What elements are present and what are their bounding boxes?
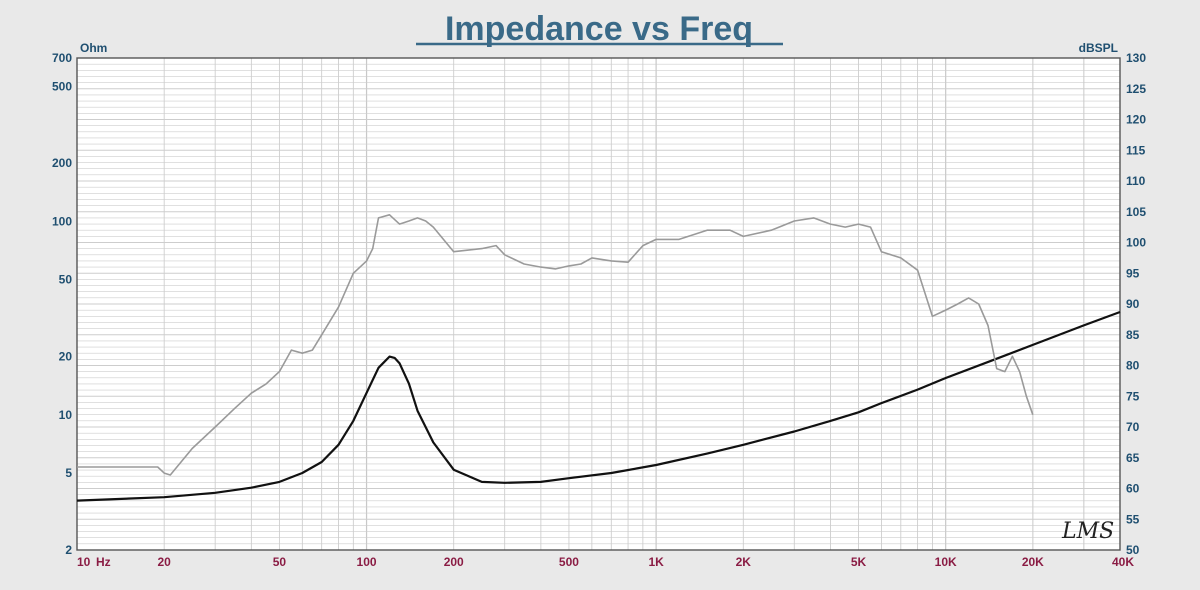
right-tick-label: 65 — [1126, 451, 1140, 465]
right-tick-label: 120 — [1126, 113, 1146, 127]
right-tick-label: 85 — [1126, 328, 1140, 342]
x-tick-label: 50 — [273, 555, 287, 569]
grid — [77, 58, 1120, 550]
impedance-curve — [76, 310, 1121, 502]
right-tick-label: 100 — [1126, 236, 1146, 250]
left-tick-label: 2 — [65, 543, 72, 557]
left-tick-label: 20 — [59, 350, 73, 364]
x-tick-label: 200 — [444, 555, 464, 569]
x-tick-label: 40K — [1112, 555, 1134, 569]
left-tick-label: 100 — [52, 214, 72, 228]
x-tick-label: 10K — [935, 555, 957, 569]
x-tick-label: 20K — [1022, 555, 1044, 569]
right-tick-label: 95 — [1126, 266, 1140, 280]
x-tick-label: 100 — [357, 555, 377, 569]
chart-title: Impedance vs Freq — [445, 10, 753, 48]
x-tick-label: 5K — [851, 555, 867, 569]
right-axis-unit: dBSPL — [1079, 41, 1118, 55]
left-tick-label: 50 — [59, 273, 73, 287]
x-tick-label: 10 — [77, 555, 91, 569]
x-axis: 10 20 50 100 200 500 1K 2K 5K 10K 20K 40K — [77, 555, 1134, 569]
right-tick-label: 105 — [1126, 205, 1146, 219]
right-tick-label: 90 — [1126, 297, 1140, 311]
right-axis: 130 125 120 115 110 105 100 95 90 85 80 75 70 65 60 55 5… — [1126, 51, 1146, 557]
right-tick-label: 70 — [1126, 420, 1140, 434]
right-tick-label: 60 — [1126, 482, 1140, 496]
right-tick-label: 130 — [1126, 51, 1146, 65]
series-layer — [76, 214, 1121, 502]
left-tick-label: 10 — [59, 408, 73, 422]
left-axis: 700 500 200 100 50 20 10 5 2 — [52, 51, 72, 557]
x-tick-label: 1K — [648, 555, 664, 569]
x-tick-label: 2K — [736, 555, 752, 569]
right-tick-label: 75 — [1126, 389, 1140, 403]
x-tick-label: 20 — [157, 555, 171, 569]
left-tick-label: 500 — [52, 79, 72, 93]
left-axis-unit: Ohm — [80, 41, 107, 55]
left-tick-label: 200 — [52, 156, 72, 170]
left-tick-label: 5 — [65, 466, 72, 480]
right-tick-label: 110 — [1126, 174, 1146, 188]
right-tick-label: 55 — [1126, 512, 1140, 526]
x-tick-label: 500 — [559, 555, 579, 569]
left-tick-label: 700 — [52, 51, 72, 65]
right-tick-label: 115 — [1126, 143, 1146, 157]
x-axis-unit: Hz — [96, 555, 111, 569]
right-tick-label: 125 — [1126, 82, 1146, 96]
plot-frame — [76, 57, 1121, 551]
right-tick-label: 80 — [1126, 359, 1140, 373]
spl-curve — [77, 214, 1034, 476]
right-tick-label: 50 — [1126, 543, 1140, 557]
lms-logo: LMS — [1061, 519, 1114, 544]
